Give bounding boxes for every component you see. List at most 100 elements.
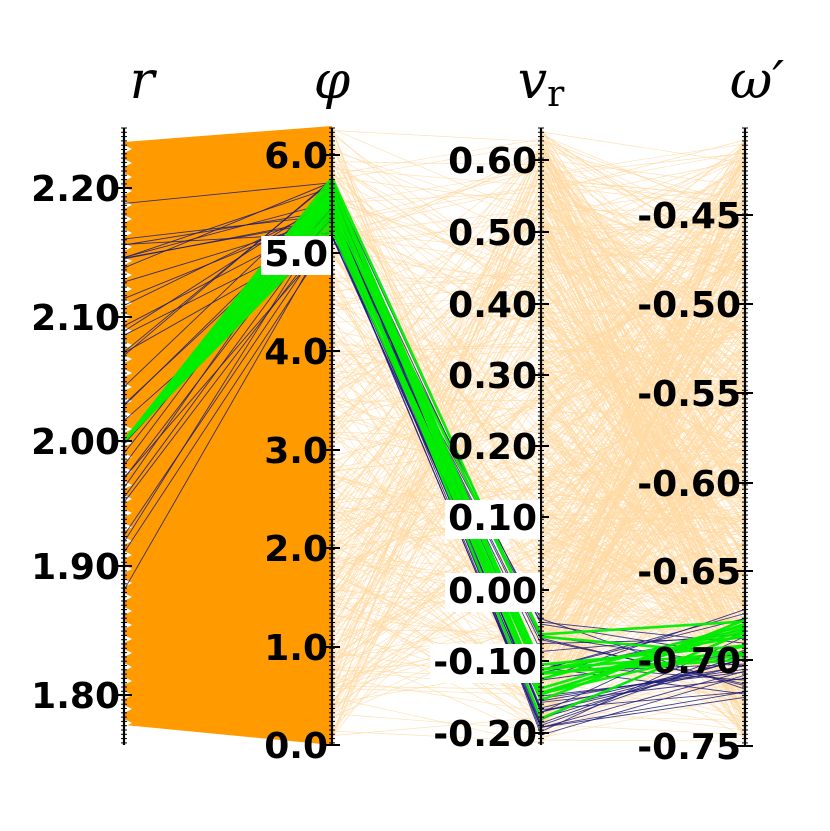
background-line — [540, 147, 746, 518]
background-line — [540, 186, 746, 525]
background-line — [540, 189, 746, 392]
background-line — [331, 266, 542, 395]
background-line — [331, 216, 542, 395]
background-line — [331, 151, 542, 398]
background-line — [540, 235, 746, 558]
axes: r 1.80 1.90 2.00 2.10 2.20 φ 0.0 1.0 2.0 3.0 4.0 5.0… — [31, 51, 784, 768]
background-line — [540, 187, 746, 338]
edge-notch — [124, 635, 132, 643]
background-line — [331, 138, 542, 175]
background-line — [331, 143, 542, 613]
background-line — [331, 306, 542, 714]
background-line — [540, 525, 746, 601]
selected-line — [123, 229, 746, 728]
tick-label-r: 2.10 — [31, 298, 120, 339]
highlight-line — [123, 223, 746, 675]
background-line — [331, 319, 542, 410]
edge-notch — [124, 145, 132, 153]
background-line — [540, 388, 746, 563]
background-line — [540, 417, 746, 729]
background-line — [331, 199, 542, 533]
background-line — [540, 148, 746, 580]
background-line — [331, 314, 542, 721]
background-line — [540, 311, 746, 677]
background-line — [540, 284, 746, 656]
edge-notch — [124, 215, 132, 223]
background-line — [331, 138, 542, 414]
background-line — [540, 138, 746, 265]
background-line — [331, 447, 542, 574]
tick-label-vr: 0.60 — [448, 141, 537, 182]
tick-label-phi: 1.0 — [264, 628, 328, 669]
background-line — [540, 311, 746, 541]
tick-label-backdrop — [430, 644, 540, 683]
background-line — [331, 161, 542, 240]
background-line — [540, 159, 746, 202]
background-line — [540, 349, 746, 611]
background-line — [331, 209, 542, 257]
background-line — [331, 147, 542, 244]
background-line — [540, 376, 746, 380]
background-line — [331, 394, 542, 573]
background-line — [331, 157, 542, 434]
background-line — [331, 163, 542, 452]
background-line — [540, 398, 746, 444]
highlight-line — [122, 175, 746, 656]
background-line — [540, 198, 746, 442]
background-line — [331, 144, 542, 616]
background-line — [331, 401, 542, 549]
edge-notch — [124, 705, 132, 713]
background-line — [331, 190, 542, 326]
background-line — [331, 303, 542, 385]
background-line — [331, 730, 542, 742]
selected-line — [123, 210, 746, 726]
background-line — [540, 570, 746, 604]
background-line — [331, 148, 542, 473]
background-line — [331, 270, 542, 476]
tick-label-phi: 6.0 — [264, 136, 328, 177]
background-line — [540, 417, 746, 518]
background-line — [331, 150, 542, 638]
background-line — [540, 158, 746, 187]
background-line — [331, 503, 542, 559]
highlight-line — [123, 227, 746, 690]
background-line — [540, 439, 746, 567]
background-line — [331, 153, 542, 588]
background-line — [540, 351, 746, 674]
background-line — [331, 550, 542, 646]
background-line — [540, 627, 746, 632]
background-line — [331, 544, 542, 673]
background-line — [331, 176, 542, 205]
tick-label-vr: 0.30 — [448, 356, 537, 397]
edge-notch — [124, 257, 132, 265]
background-line — [540, 143, 746, 176]
tick-label-omega: -0.75 — [637, 727, 741, 768]
tick-label-r: 1.80 — [31, 676, 120, 717]
background-line — [540, 201, 746, 233]
background-line — [540, 139, 746, 194]
background-line — [540, 431, 746, 443]
background-line — [540, 316, 746, 415]
highlight-line — [123, 191, 746, 695]
background-line — [540, 425, 746, 626]
background-line — [540, 140, 746, 612]
background-line — [331, 713, 542, 731]
background-line — [540, 486, 746, 533]
background-line — [540, 253, 746, 561]
edge-notch — [124, 411, 132, 419]
background-line — [331, 185, 542, 233]
tick-label-vr: 0.10 — [448, 498, 537, 539]
background-line — [540, 164, 746, 664]
background-line — [540, 428, 746, 638]
background-line — [331, 348, 542, 367]
background-line — [540, 695, 746, 739]
background-line — [540, 466, 746, 607]
background-line — [540, 230, 746, 540]
highlight-lines — [122, 175, 746, 721]
background-line — [540, 158, 746, 287]
background-line — [331, 385, 542, 651]
tick-label-omega: -0.65 — [637, 552, 741, 593]
background-line — [540, 516, 746, 547]
background-line — [540, 286, 746, 399]
